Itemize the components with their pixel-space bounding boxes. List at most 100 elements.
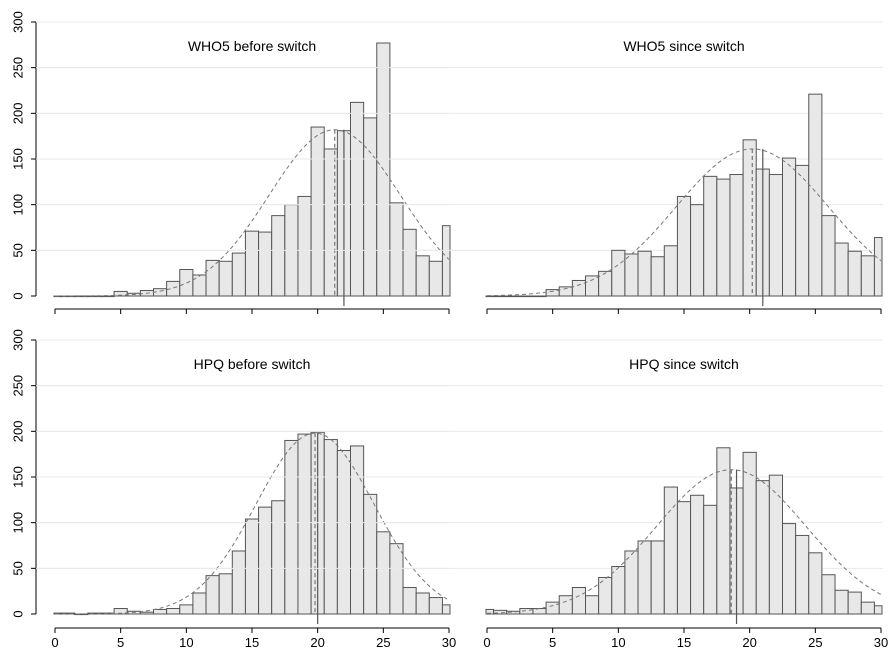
histogram-bar bbox=[402, 228, 417, 297]
histogram-bar bbox=[834, 589, 849, 615]
histogram-bar bbox=[100, 295, 115, 298]
y-tick-label: 150 bbox=[10, 466, 25, 488]
histogram-bar bbox=[637, 250, 652, 297]
normal-curve bbox=[486, 148, 882, 297]
y-tick-label: 0 bbox=[10, 292, 25, 299]
histogram-bar bbox=[271, 215, 286, 297]
x-tick-label: 10 bbox=[179, 635, 193, 650]
histogram-bar bbox=[519, 608, 534, 615]
histogram-bar bbox=[519, 295, 534, 298]
histogram-bar bbox=[637, 540, 652, 615]
histogram-bar bbox=[690, 204, 705, 297]
histogram-bar bbox=[441, 225, 451, 297]
histogram-bar bbox=[532, 295, 547, 298]
x-tick-label: 25 bbox=[808, 635, 822, 650]
x-tick-label: 0 bbox=[483, 635, 490, 650]
histogram-bar bbox=[532, 608, 547, 615]
histogram-bar bbox=[166, 280, 181, 297]
y-tick-label: 200 bbox=[10, 420, 25, 442]
histogram-bar bbox=[402, 587, 417, 615]
histogram-bar bbox=[297, 195, 312, 297]
histogram-bar bbox=[363, 493, 378, 615]
histogram-bar bbox=[323, 148, 338, 297]
histogram-bar bbox=[389, 543, 404, 615]
histogram-bar bbox=[755, 480, 770, 615]
histogram-bar bbox=[205, 259, 220, 297]
histogram-bar bbox=[428, 597, 443, 615]
y-tick-label: 250 bbox=[10, 375, 25, 397]
histogram-bar bbox=[782, 157, 797, 297]
histogram-bar bbox=[795, 534, 810, 615]
x-tick-label: 15 bbox=[245, 635, 259, 650]
y-tick-label: 0 bbox=[10, 610, 25, 617]
x-tick-label: 30 bbox=[874, 635, 888, 650]
histogram-bar bbox=[153, 608, 168, 615]
histogram-bar bbox=[703, 175, 718, 297]
panel-1: 0 50 100 150 200 250 300 WHO5 before switch bbox=[10, 11, 451, 314]
histogram-bar bbox=[624, 253, 639, 297]
histogram-bar bbox=[506, 295, 521, 298]
histogram-bar bbox=[808, 93, 823, 297]
histogram-bar bbox=[795, 164, 810, 297]
y-tick-label: 250 bbox=[10, 57, 25, 79]
histogram-bar bbox=[873, 605, 883, 615]
panel-4: 0 5 10 15 20 25 30 HPQ since switch bbox=[36, 339, 888, 650]
histogram-bar bbox=[860, 601, 875, 615]
histogram-bar bbox=[821, 215, 836, 297]
histogram-bar bbox=[650, 256, 665, 297]
histogram-bar bbox=[716, 447, 731, 615]
histogram-bar bbox=[808, 552, 823, 615]
histogram-bar bbox=[244, 230, 260, 297]
x-tick-label: 20 bbox=[742, 635, 756, 650]
panel-title: HPQ since switch bbox=[629, 356, 739, 372]
histogram-bar bbox=[663, 245, 678, 297]
x-tick-label: 5 bbox=[549, 635, 556, 650]
panel-3: 0 50 100 150 200 250 300 0 5 10 15 20 25 30 HPQ before… bbox=[10, 329, 456, 650]
histogram-bar bbox=[624, 550, 639, 615]
histogram-bar bbox=[389, 202, 404, 297]
x-tick-label: 0 bbox=[51, 635, 58, 650]
panel-title: WHO5 before switch bbox=[188, 38, 316, 54]
histogram-bar bbox=[323, 439, 338, 615]
histogram-bar bbox=[415, 592, 430, 615]
histogram-bar bbox=[663, 486, 678, 615]
histogram-bar bbox=[297, 433, 312, 615]
histogram-bar bbox=[258, 506, 273, 615]
panel-title: WHO5 since switch bbox=[623, 38, 744, 54]
histogram-bar bbox=[244, 518, 260, 615]
histogram-bar bbox=[821, 574, 836, 615]
histogram-bar bbox=[782, 523, 797, 615]
histogram-bar bbox=[415, 255, 430, 297]
normal-curve bbox=[486, 469, 882, 614]
histogram-bar bbox=[376, 531, 391, 615]
histogram-bar bbox=[139, 611, 155, 615]
histogram-bar bbox=[350, 101, 365, 297]
y-tick-label: 300 bbox=[10, 329, 25, 351]
histogram-bar bbox=[676, 501, 692, 615]
y-tick-label: 300 bbox=[10, 11, 25, 33]
histogram-bar bbox=[860, 255, 875, 297]
histogram-bar bbox=[768, 474, 783, 615]
histogram-bar bbox=[192, 592, 207, 615]
y-tick-label: 200 bbox=[10, 102, 25, 124]
x-tick-label: 10 bbox=[611, 635, 625, 650]
panel-title: HPQ before switch bbox=[194, 356, 311, 372]
y-tick-label: 150 bbox=[10, 148, 25, 170]
histogram-bar bbox=[873, 237, 883, 297]
histogram-bar bbox=[493, 295, 508, 298]
histogram-bar bbox=[218, 260, 233, 297]
histogram-bar bbox=[336, 450, 352, 615]
histogram-bar bbox=[258, 231, 273, 297]
histogram-bar bbox=[768, 174, 783, 297]
histogram-bar bbox=[598, 270, 613, 297]
histogram-bar bbox=[363, 117, 378, 297]
x-tick-label: 15 bbox=[677, 635, 691, 650]
histogram-bar bbox=[676, 195, 692, 297]
x-tick-label: 5 bbox=[117, 635, 124, 650]
y-tick-label: 50 bbox=[10, 561, 25, 575]
histogram-bar bbox=[350, 445, 365, 615]
histogram-bar bbox=[585, 275, 600, 297]
histogram-bar bbox=[179, 269, 194, 297]
panel-2: WHO5 since switch bbox=[36, 21, 883, 314]
